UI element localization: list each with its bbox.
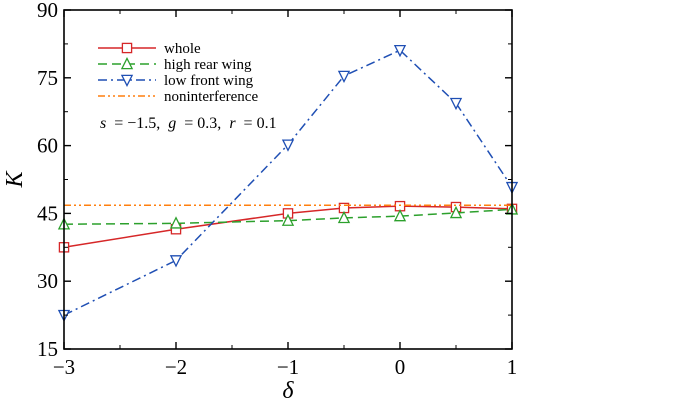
series-layer: [57, 44, 519, 323]
legend-label-high-rear-wing: high rear wing: [164, 57, 252, 73]
legend-item-low-front-wing: low front wing: [98, 73, 254, 89]
y-tick-label: 15: [37, 337, 58, 361]
legend-marker-low-front-wing: [120, 74, 134, 88]
data-point-high-rear-wing: [281, 213, 295, 226]
y-tick-label: 75: [37, 66, 58, 90]
y-tick-label: 90: [37, 0, 58, 22]
x-tick-label: −2: [165, 355, 187, 379]
data-point-low-front-wing: [337, 70, 351, 84]
x-axis-label: δ: [282, 378, 294, 404]
axis-ticks: −3 −2 −1 0 1 15 30 45 60 75 90: [37, 0, 517, 379]
annot-r-label: r: [229, 115, 236, 132]
x-tick-label: −3: [53, 355, 75, 379]
legend-marker-high-rear-wing: [120, 56, 134, 70]
data-point-low-front-wing: [169, 255, 183, 268]
series-whole: [58, 200, 518, 253]
legend-label-noninterference: noninterference: [164, 89, 258, 105]
annot-g-value: = 0.3,: [184, 115, 221, 132]
legend-item-high-rear-wing: high rear wing: [98, 56, 252, 73]
y-axis-label: K: [2, 170, 28, 189]
legend-marker-whole: [121, 42, 133, 54]
plot-frame: [63, 9, 513, 350]
parameter-annotation: s = −1.5, g = 0.3, r = 0.1: [100, 115, 277, 132]
y-tick-label: 60: [37, 134, 58, 158]
data-point-high-rear-wing: [449, 205, 463, 219]
annot-s-label: s: [100, 115, 106, 132]
annot-g-label: g: [168, 115, 176, 132]
data-point-low-front-wing: [449, 97, 463, 111]
y-tick-label: 45: [37, 201, 58, 225]
y-tick-label: 30: [37, 269, 58, 293]
legend-item-whole: whole: [98, 41, 201, 57]
series-low-front-wing: [57, 44, 519, 323]
legend-label-whole: whole: [164, 41, 201, 57]
legend-label-low-front-wing: low front wing: [164, 73, 254, 89]
data-point-high-rear-wing: [337, 210, 351, 224]
data-point-high-rear-wing: [169, 216, 183, 229]
series-line-low-front-wing: [63, 49, 513, 316]
x-tick-label: 0: [395, 355, 406, 379]
data-point-low-front-wing: [281, 139, 295, 152]
legend-item-noninterference: noninterference: [98, 89, 258, 105]
data-point-high-rear-wing: [393, 209, 407, 222]
data-point-low-front-wing: [393, 44, 407, 58]
x-tick-label: 1: [507, 355, 518, 379]
x-tick-label: −1: [277, 355, 299, 379]
annot-s-value: = −1.5,: [114, 115, 160, 132]
annot-r-value: = 0.1: [244, 115, 277, 132]
